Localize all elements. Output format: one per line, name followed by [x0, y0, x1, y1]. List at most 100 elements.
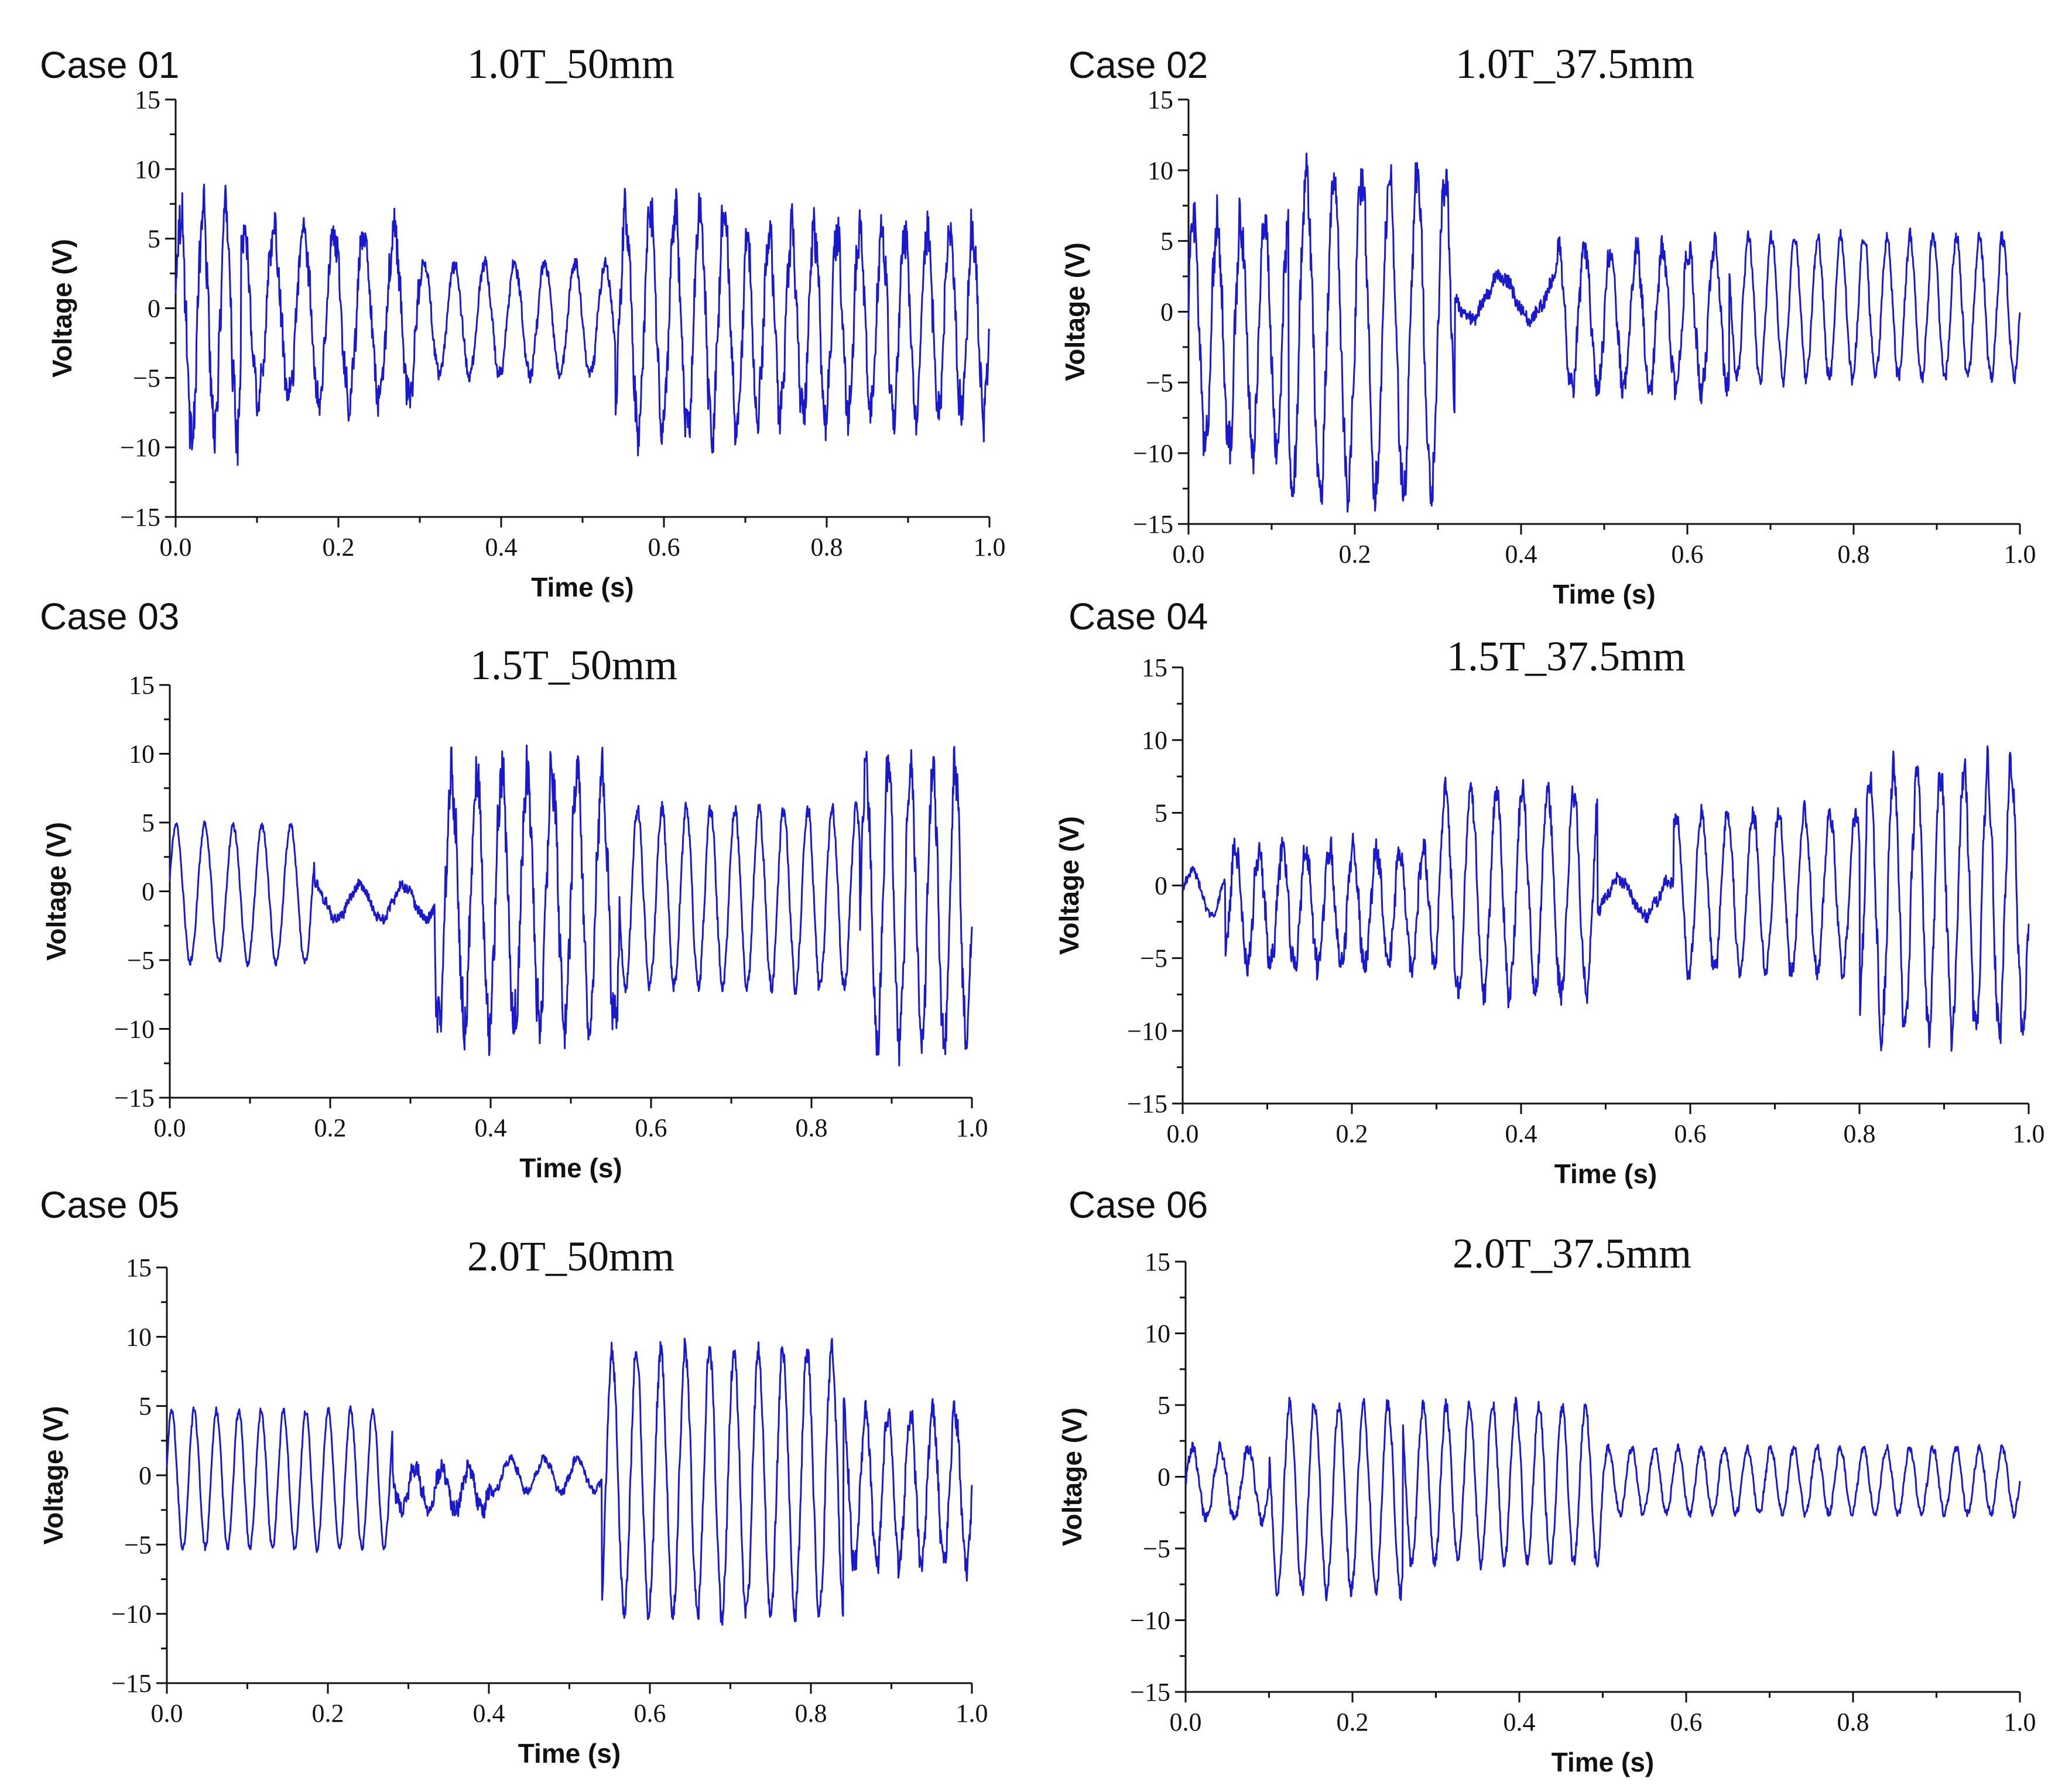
y-tick-label: 5 [1155, 799, 1167, 827]
y-tick-label: 5 [1160, 227, 1173, 256]
y-tick-label: 5 [139, 1392, 152, 1421]
y-tick-label: −10 [1127, 1017, 1167, 1046]
x-tick-label: 0.6 [634, 1699, 666, 1728]
y-axis-title: Voltage (V) [47, 239, 77, 378]
chart-panel-5: Case 05 2.0T_50mm 15 10 5 0 −5 −10 −150.0 0.2 0.4 0… [38, 1184, 988, 1769]
x-axis-title: Time (s) [519, 1153, 622, 1183]
y-tick-label: −5 [1143, 1534, 1170, 1563]
y-tick-label: 10 [1145, 1320, 1170, 1348]
chart-panel-6: Case 06 2.0T_37.5mm 15 10 5 0 −5 −10 −150.0 0.2 0.… [1057, 1184, 2036, 1777]
chart-panel-3: Case 03 1.5T_50mm 15 10 5 0 −5 −10 −150.0 0.2 0.4 0… [40, 595, 988, 1183]
y-tick-label: 10 [1142, 726, 1167, 755]
x-axis-title: Time (s) [1553, 579, 1656, 609]
case-label: Case 02 [1068, 44, 1208, 86]
y-tick-label: −15 [114, 1084, 155, 1112]
case-label: Case 06 [1068, 1184, 1208, 1226]
x-tick-label: 0.8 [811, 533, 843, 561]
x-tick-label: 0.6 [635, 1114, 667, 1142]
y-tick-label: −10 [1133, 439, 1173, 468]
y-axis-title: Voltage (V) [1057, 1407, 1087, 1546]
chart-title: 1.0T_50mm [467, 40, 674, 87]
x-tick-label: 0.4 [473, 1699, 505, 1728]
series-line-voltage [169, 744, 973, 1067]
x-tick-label: 0.4 [485, 533, 518, 561]
y-tick-label: −15 [1133, 510, 1173, 539]
y-axis-title: Voltage (V) [38, 1406, 69, 1545]
series-line-voltage [1181, 745, 2030, 1052]
x-tick-label: 0.8 [1838, 540, 1870, 568]
y-tick-label: 0 [139, 1461, 152, 1490]
y-tick-label: 5 [148, 225, 160, 253]
x-tick-label: 0.2 [1336, 1119, 1368, 1148]
y-tick-label: −5 [1146, 368, 1173, 397]
y-axis-title: Voltage (V) [1054, 816, 1084, 955]
series-line-voltage [166, 1337, 973, 1626]
y-tick-label: 10 [135, 155, 160, 184]
x-tick-label: 1.0 [956, 1699, 988, 1728]
x-tick-label: 0.0 [154, 1114, 186, 1142]
y-axis-title: Voltage (V) [1060, 242, 1090, 381]
x-tick-label: 1.0 [2013, 1119, 2045, 1148]
series-line-voltage [1185, 1396, 2021, 1602]
y-tick-label: −15 [120, 503, 160, 532]
y-tick-label: 15 [1145, 1248, 1170, 1276]
x-tick-label: 0.2 [323, 533, 355, 561]
y-tick-label: −10 [1130, 1606, 1170, 1635]
x-tick-label: 0.4 [1505, 540, 1537, 568]
y-tick-label: 5 [1157, 1391, 1170, 1420]
x-tick-label: 0.2 [314, 1114, 347, 1142]
x-tick-label: 0.4 [1505, 1119, 1537, 1148]
series-line-voltage [1187, 152, 2021, 513]
chart-title: 2.0T_50mm [467, 1233, 674, 1280]
x-axis-title: Time (s) [1554, 1159, 1657, 1189]
x-axis-title: Time (s) [531, 572, 634, 602]
x-tick-label: 1.0 [2004, 1708, 2036, 1736]
x-tick-label: 0.6 [1672, 540, 1704, 568]
y-tick-label: 10 [1148, 156, 1173, 185]
chart-title: 1.5T_37.5mm [1447, 633, 1686, 680]
y-tick-label: 10 [129, 740, 155, 769]
series-line-voltage [174, 183, 991, 466]
y-tick-label: −5 [124, 1530, 152, 1559]
x-tick-label: 0.8 [796, 1114, 828, 1142]
x-tick-label: 0.4 [1504, 1708, 1536, 1736]
x-tick-label: 0.6 [648, 533, 680, 561]
y-tick-label: 0 [1157, 1463, 1170, 1492]
case-label: Case 01 [40, 44, 179, 86]
x-axis-title: Time (s) [518, 1738, 621, 1769]
x-tick-label: 1.0 [974, 533, 1006, 561]
y-tick-label: 0 [142, 878, 155, 906]
y-tick-label: 0 [1160, 298, 1173, 327]
chart-panel-1: Case 01 1.0T_50mm 15 10 5 0 −5 −10 −150.0 0.2 0.4 0… [40, 40, 1006, 602]
x-tick-label: 0.0 [1170, 1708, 1202, 1736]
x-tick-label: 1.0 [2004, 540, 2036, 568]
y-tick-label: −15 [1130, 1678, 1170, 1707]
x-tick-label: 0.0 [1173, 540, 1205, 568]
y-tick-label: −10 [111, 1600, 152, 1629]
x-tick-label: 0.4 [475, 1114, 507, 1142]
y-tick-label: 0 [1155, 872, 1167, 900]
y-tick-label: 5 [142, 808, 155, 837]
chart-title: 1.5T_50mm [470, 642, 677, 688]
x-tick-label: 0.6 [1670, 1708, 1703, 1736]
chart-title: 1.0T_37.5mm [1455, 40, 1694, 87]
y-tick-label: −5 [127, 946, 155, 975]
chart-panel-4: Case 04 1.5T_37.5mm 15 10 5 0 −5 −10 −150.0 0.2 0.… [1054, 595, 2045, 1189]
y-tick-label: 15 [129, 671, 155, 700]
y-tick-label: 15 [135, 85, 160, 114]
chart-title: 2.0T_37.5mm [1453, 1230, 1691, 1277]
y-tick-label: 10 [126, 1323, 152, 1351]
y-tick-label: −5 [133, 364, 160, 392]
x-tick-label: 0.0 [160, 533, 192, 561]
y-tick-label: −10 [114, 1015, 155, 1044]
x-tick-label: 0.0 [1167, 1119, 1199, 1148]
x-tick-label: 0.2 [1337, 1708, 1369, 1736]
y-tick-label: −10 [120, 433, 160, 462]
x-tick-label: 0.2 [1339, 540, 1371, 568]
x-axis-title: Time (s) [1552, 1747, 1655, 1777]
y-tick-label: 15 [1148, 85, 1173, 114]
case-label: Case 05 [40, 1184, 179, 1226]
x-tick-label: 0.2 [312, 1699, 344, 1728]
x-tick-label: 0.8 [1844, 1119, 1876, 1148]
